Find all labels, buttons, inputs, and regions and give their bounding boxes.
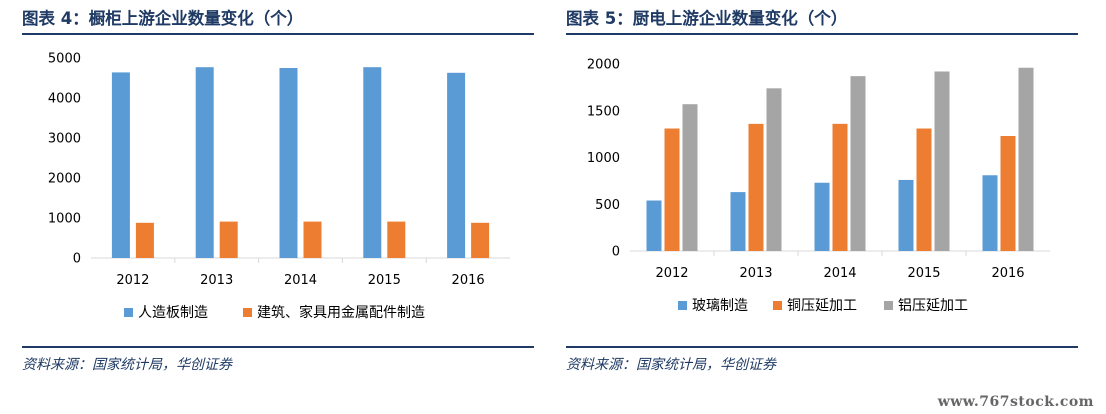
bar-玻璃制造-2013 [730, 192, 746, 251]
bar-人造板制造-2014 [279, 68, 298, 258]
y-tick-label: 0 [612, 245, 620, 260]
x-tick-label: 2015 [907, 266, 940, 281]
y-tick-label: 2000 [587, 58, 620, 73]
legend-swatch [884, 301, 893, 310]
source-rule [566, 346, 1078, 348]
watermark: www.767stock.com [937, 394, 1094, 410]
bar-玻璃制造-2016 [982, 175, 998, 251]
bar-玻璃制造-2015 [898, 179, 914, 251]
chart-title: 图表 5：厨电上游企业数量变化（个） [566, 9, 848, 28]
legend-label: 建筑、家具用金属配件制造 [257, 304, 425, 321]
legend-swatch [678, 301, 687, 310]
bar-人造板制造-2015 [363, 67, 382, 258]
x-tick-label: 2013 [739, 266, 772, 281]
bar-铜压延加工-2013 [748, 123, 764, 251]
y-tick-label: 500 [595, 198, 620, 213]
bar-人造板制造-2016 [447, 72, 466, 258]
legend-swatch [124, 308, 133, 317]
bar-铜压延加工-2012 [664, 128, 680, 251]
x-tick-label: 2014 [823, 266, 856, 281]
kitchen-appliance-bar-chart: 0 500 1000 1500 2000 2012 2013 2014 2015 2016 玻璃制造… [587, 58, 1050, 314]
source-note: 资料来源：国家统计局，华创证券 [566, 357, 776, 373]
legend-swatch [243, 308, 252, 317]
bar-铝压延加工-2016 [1018, 67, 1034, 252]
bar-建筑、家具用金属配件制造-2016 [471, 222, 490, 258]
legend-label: 玻璃制造 [692, 297, 748, 314]
x-tick-label: 2015 [368, 273, 401, 288]
x-tick-label: 2012 [655, 266, 688, 281]
bar-铝压延加工-2013 [766, 88, 782, 251]
bar-人造板制造-2013 [195, 67, 214, 258]
title-rule [22, 33, 534, 35]
bar-玻璃制造-2014 [814, 182, 830, 251]
chart-panel-kitchen-appliance: 图表 5：厨电上游企业数量变化（个） 0 500 1000 1500 2000 2012 2… [566, 0, 1078, 414]
x-tick-label: 2013 [200, 273, 233, 288]
x-tick-label: 2014 [284, 273, 317, 288]
bar-铜压延加工-2014 [832, 123, 848, 251]
x-tick-label: 2012 [116, 273, 149, 288]
bar-铜压延加工-2016 [1000, 135, 1016, 251]
legend-label: 人造板制造 [138, 305, 208, 321]
y-tick-label: 4000 [48, 92, 81, 107]
bar-铜压延加工-2015 [916, 128, 932, 251]
y-tick-label: 3000 [48, 132, 81, 147]
bar-建筑、家具用金属配件制造-2012 [135, 222, 154, 258]
bar-建筑、家具用金属配件制造-2014 [303, 221, 322, 258]
y-tick-label: 2000 [48, 172, 81, 187]
legend-label: 铝压延加工 [898, 298, 968, 314]
title-rule [566, 33, 1078, 35]
bar-人造板制造-2012 [111, 72, 130, 259]
bar-铝压延加工-2015 [934, 71, 950, 251]
source-note: 资料来源：国家统计局，华创证券 [22, 357, 232, 373]
y-tick-label: 1500 [587, 104, 620, 119]
y-tick-label: 1000 [48, 212, 81, 227]
bar-铝压延加工-2012 [682, 104, 698, 251]
bar-建筑、家具用金属配件制造-2013 [219, 221, 238, 258]
chart-title: 图表 4：橱柜上游企业数量变化（个） [22, 9, 304, 28]
y-tick-label: 0 [73, 252, 81, 267]
bar-建筑、家具用金属配件制造-2015 [387, 221, 406, 258]
chart-panel-cabinet: 图表 4：橱柜上游企业数量变化（个） 0 1000 2000 3000 4000 5000… [22, 0, 534, 414]
legend-label: 铜压延加工 [787, 298, 857, 314]
x-tick-label: 2016 [452, 273, 485, 288]
bar-铝压延加工-2014 [850, 76, 866, 251]
bar-玻璃制造-2012 [646, 200, 662, 251]
legend-swatch [773, 301, 782, 310]
x-tick-label: 2016 [991, 266, 1024, 281]
y-tick-label: 1000 [587, 151, 620, 166]
cabinet-bar-chart: 0 1000 2000 3000 4000 5000 2012 2013 2014 2015 201… [48, 52, 510, 321]
source-rule [22, 346, 534, 348]
y-tick-label: 5000 [48, 52, 81, 67]
